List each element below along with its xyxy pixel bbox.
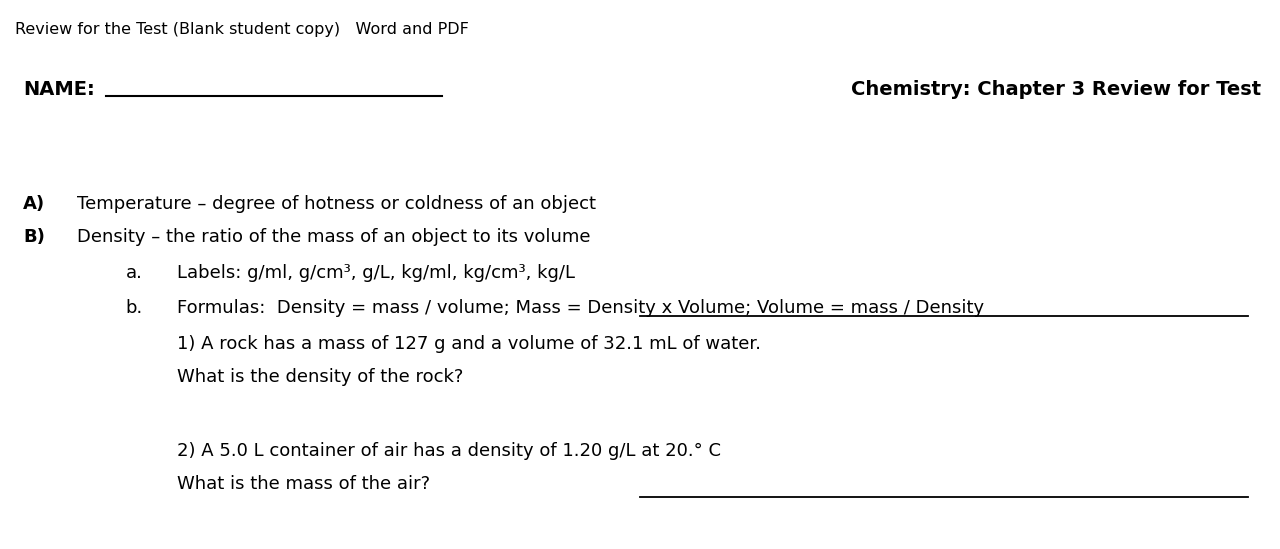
Text: 2) A 5.0 L container of air has a density of 1.20 g/L at 20.° C: 2) A 5.0 L container of air has a densit… [177, 442, 721, 460]
Text: Labels: g/ml, g/cm³, g/L, kg/ml, kg/cm³, kg/L: Labels: g/ml, g/cm³, g/L, kg/ml, kg/cm³,… [177, 264, 575, 282]
Text: What is the density of the rock?: What is the density of the rock? [177, 368, 463, 386]
Text: Density – the ratio of the mass of an object to its volume: Density – the ratio of the mass of an ob… [77, 228, 590, 246]
Text: Formulas:  Density = mass / volume; Mass = Density x Volume; Volume = mass / Den: Formulas: Density = mass / volume; Mass … [177, 299, 984, 317]
Text: NAME:: NAME: [23, 80, 95, 99]
Text: What is the mass of the air?: What is the mass of the air? [177, 475, 430, 493]
Text: Review for the Test (Blank student copy)   Word and PDF: Review for the Test (Blank student copy)… [15, 22, 470, 37]
Text: b.: b. [125, 299, 142, 317]
Text: 1) A rock has a mass of 127 g and a volume of 32.1 mL of water.: 1) A rock has a mass of 127 g and a volu… [177, 335, 760, 353]
Text: Chemistry: Chapter 3 Review for Test: Chemistry: Chapter 3 Review for Test [851, 80, 1261, 99]
Text: B): B) [23, 228, 45, 246]
Text: Temperature – degree of hotness or coldness of an object: Temperature – degree of hotness or coldn… [77, 195, 595, 213]
Text: a.: a. [125, 264, 142, 282]
Text: A): A) [23, 195, 45, 213]
